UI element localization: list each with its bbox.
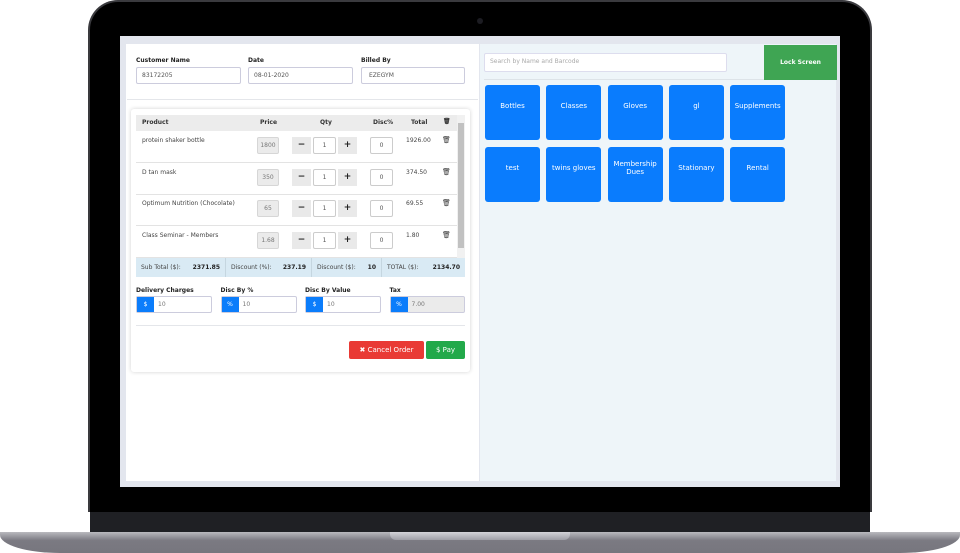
- billed-by-label: Billed By: [361, 57, 391, 64]
- table-row: D tan mask 350 − 1 + 0 374.50 🗑: [136, 163, 457, 195]
- adjust-input: 7.00: [411, 301, 425, 308]
- adjust-input[interactable]: 10: [158, 301, 166, 308]
- table-header: [136, 115, 457, 131]
- summary-bar: Sub Total ($): 2371.85 Discount (%): 237.1…: [136, 258, 465, 277]
- divider: [127, 99, 478, 100]
- qty-increment-button[interactable]: +: [338, 168, 357, 186]
- price-field: 350: [257, 168, 279, 186]
- row-total: 1926.00: [406, 137, 431, 144]
- category-tile[interactable]: Supplements: [730, 85, 786, 140]
- category-tile[interactable]: Rental: [730, 146, 786, 202]
- discount-input[interactable]: 0: [370, 168, 393, 186]
- pay-button[interactable]: $ Pay: [426, 341, 465, 359]
- discount-pct-label: Discount (%):: [231, 264, 272, 271]
- header-price: Price: [260, 119, 278, 126]
- addon: $: [306, 297, 323, 312]
- lock-screen-button[interactable]: Lock Screen: [764, 45, 837, 80]
- laptop-base: [0, 532, 960, 553]
- price-field: 1800: [257, 137, 279, 154]
- price-field: 1.68: [257, 232, 279, 250]
- header-qty: Qty: [320, 119, 332, 126]
- date-input[interactable]: 08-01-2020: [248, 67, 353, 84]
- category-tile[interactable]: test: [485, 146, 540, 202]
- trash-icon[interactable]: 🗑: [442, 231, 451, 240]
- divider: [484, 79, 764, 80]
- row-total: 374.50: [406, 168, 427, 176]
- category-tile[interactable]: Stationary: [668, 146, 724, 202]
- camera: [477, 18, 483, 24]
- discount-val-value: 10: [367, 264, 376, 271]
- total-value: 2134.70: [432, 264, 460, 271]
- addon: %: [390, 297, 408, 312]
- qty-input[interactable]: 1: [313, 168, 336, 186]
- category-tile[interactable]: Classes: [546, 85, 602, 140]
- header-disc: Disc%: [373, 119, 394, 126]
- date-label: Date: [248, 57, 264, 64]
- header-product: Product: [142, 119, 169, 126]
- customer-name-input[interactable]: 83172205: [136, 67, 241, 84]
- customer-name-label: Customer Name: [136, 57, 190, 64]
- product-name: Class Seminar - Members: [142, 232, 219, 240]
- qty-input[interactable]: 1: [313, 137, 336, 154]
- qty-increment-button[interactable]: +: [338, 200, 357, 218]
- trash-icon[interactable]: 🗑: [442, 167, 451, 176]
- cancel-order-button[interactable]: ✖ Cancel Order: [349, 341, 424, 359]
- subtotal-value: 2371.85: [192, 264, 220, 271]
- laptop-notch: [390, 532, 570, 540]
- row-total: 1.80: [406, 232, 420, 240]
- total-label: TOTAL ($):: [387, 264, 419, 271]
- adjust-label: Disc By Value: [305, 287, 351, 294]
- trash-icon[interactable]: 🗑: [442, 199, 451, 208]
- qty-decrement-button[interactable]: −: [292, 200, 311, 218]
- category-tile[interactable]: Membership Dues: [607, 146, 663, 202]
- laptop-chin: [90, 512, 870, 534]
- discount-input[interactable]: 0: [370, 200, 393, 218]
- discount-pct-value: 237.19: [282, 264, 306, 271]
- product-name: Optimum Nutrition (Chocolate): [142, 200, 235, 208]
- row-total: 69.55: [406, 200, 424, 208]
- table-row: Class Seminar - Members 1.68 − 1 + 0 1.8…: [136, 226, 457, 259]
- product-name: protein shaker bottle: [142, 137, 205, 144]
- adjust-input-group[interactable]: % 7.00: [389, 296, 465, 313]
- adjust-input-group[interactable]: % 10: [220, 296, 297, 313]
- category-tile[interactable]: twins gloves: [546, 146, 602, 202]
- qty-input[interactable]: 1: [313, 232, 336, 250]
- adjust-input[interactable]: 10: [242, 301, 251, 308]
- discount-input[interactable]: 0: [370, 232, 393, 250]
- adjust-input-group[interactable]: $ 10: [305, 296, 381, 313]
- addon: %: [221, 297, 239, 312]
- divider: [136, 325, 465, 326]
- subtotal-label: Sub Total ($):: [141, 264, 181, 271]
- qty-input[interactable]: 1: [313, 200, 336, 218]
- trash-icon[interactable]: 🗑: [442, 136, 451, 144]
- scrollbar[interactable]: [457, 115, 465, 258]
- addon: $: [137, 297, 154, 312]
- qty-increment-button[interactable]: +: [338, 137, 357, 154]
- billed-by-input[interactable]: EZEGYM: [361, 67, 465, 84]
- qty-decrement-button[interactable]: −: [292, 168, 311, 186]
- adjust-input[interactable]: 10: [327, 301, 335, 308]
- qty-decrement-button[interactable]: −: [292, 232, 311, 250]
- qty-increment-button[interactable]: +: [338, 232, 357, 250]
- trash-all-icon[interactable]: 🗑: [443, 118, 451, 125]
- adjust-label: Delivery Charges: [136, 287, 194, 294]
- adjust-label: Tax: [389, 287, 401, 294]
- table-row: Optimum Nutrition (Chocolate) 65 − 1 + 0…: [136, 194, 457, 227]
- category-tile[interactable]: Gloves: [607, 85, 663, 140]
- adjust-label: Disc By %: [220, 287, 254, 294]
- table-row: protein shaker bottle 1800 − 1 + 0 1926.…: [136, 131, 457, 163]
- price-field: 65: [257, 200, 279, 218]
- discount-input[interactable]: 0: [370, 137, 393, 154]
- product-name: D tan mask: [142, 168, 177, 176]
- category-tile[interactable]: gl: [668, 85, 724, 140]
- qty-decrement-button[interactable]: −: [292, 137, 311, 154]
- adjust-input-group[interactable]: $ 10: [136, 296, 212, 313]
- header-total: Total: [411, 119, 428, 126]
- search-input[interactable]: Search by Name and Barcode: [484, 53, 727, 72]
- category-tile[interactable]: Bottles: [485, 85, 540, 140]
- discount-val-label: Discount ($):: [317, 264, 356, 271]
